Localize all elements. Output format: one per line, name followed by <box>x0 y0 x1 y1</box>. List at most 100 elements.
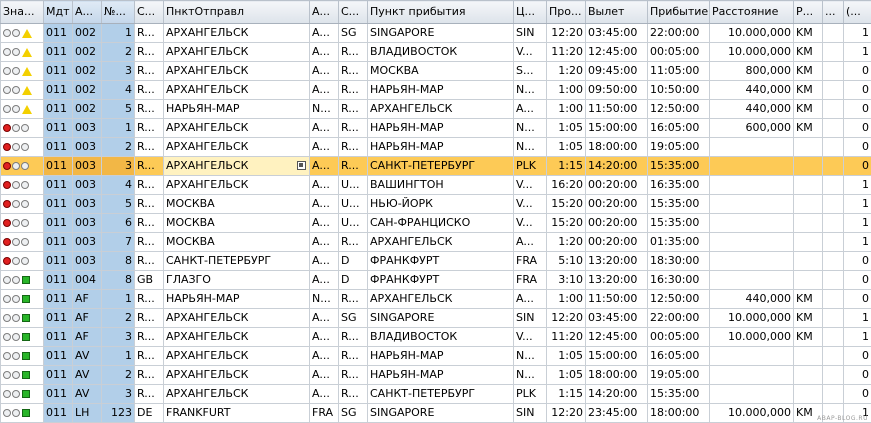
cell-airpfrom[interactable]: A... <box>309 384 339 404</box>
cell-countryto[interactable]: R... <box>338 61 368 81</box>
cell-fltype[interactable] <box>822 327 844 347</box>
table-row[interactable]: 011 003 2 R... АРХАНГЕЛЬСК A... R... НАРЬЯН-МАР… <box>0 137 871 157</box>
cell-fltime[interactable]: 12:20 <box>546 23 586 43</box>
cell-mandt[interactable]: 011 <box>43 270 73 290</box>
cell-arrtime[interactable]: 15:35:00 <box>647 213 710 233</box>
cell-fltype[interactable] <box>822 384 844 404</box>
cell-distance[interactable]: 440,000 <box>709 99 794 119</box>
cell-fltime[interactable]: 1:05 <box>546 118 586 138</box>
cell-connid[interactable]: 3 <box>101 384 135 404</box>
table-row[interactable]: 011 003 8 R... САНКТ-ПЕТЕРБУРГ A... D ФРАНКФУРТ… <box>0 251 871 271</box>
cell-distid[interactable]: KM <box>793 61 823 81</box>
cell-deptime[interactable]: 00:20:00 <box>585 232 648 252</box>
cell-arrtime[interactable]: 15:35:00 <box>647 384 710 404</box>
cell-arrtime[interactable]: 19:05:00 <box>647 365 710 385</box>
cell-connid[interactable]: 5 <box>101 99 135 119</box>
cell-mandt[interactable]: 011 <box>43 327 73 347</box>
table-row[interactable]: 011 003 7 R... МОСКВА A... R... АРХАНГЕЛЬСК A...… <box>0 232 871 252</box>
col-header-fltype[interactable]: ... <box>822 0 844 24</box>
cell-airpfrom[interactable]: A... <box>309 346 339 366</box>
cell-cityto[interactable]: ВЛАДИВОСТОК <box>367 42 514 62</box>
cell-distid[interactable] <box>793 213 823 233</box>
table-row[interactable]: 011 002 4 R... АРХАНГЕЛЬСК A... R... НАРЬЯН-МАР… <box>0 80 871 100</box>
cell-countryfr[interactable]: R... <box>134 346 164 366</box>
cell-fltime[interactable]: 1:05 <box>546 137 586 157</box>
cell-cityto[interactable]: SINGAPORE <box>367 308 514 328</box>
cell-deptime[interactable]: 11:50:00 <box>585 289 648 309</box>
cell-cityfrom[interactable]: МОСКВА <box>163 194 310 214</box>
cell-mandt[interactable]: 011 <box>43 308 73 328</box>
cell-cityfrom[interactable]: АРХАНГЕЛЬСК <box>163 156 310 176</box>
cell-airpto[interactable]: SIN <box>513 23 547 43</box>
cell-countryfr[interactable]: R... <box>134 251 164 271</box>
cell-distid[interactable]: KM <box>793 118 823 138</box>
cell-mandt[interactable]: 011 <box>43 289 73 309</box>
cell-airpto[interactable]: V... <box>513 42 547 62</box>
cell-deptime[interactable]: 15:00:00 <box>585 346 648 366</box>
cell-connid[interactable]: 4 <box>101 175 135 195</box>
cell-mandt[interactable]: 011 <box>43 118 73 138</box>
cell-arrtime[interactable]: 10:50:00 <box>647 80 710 100</box>
cell-cityto[interactable]: НАРЬЯН-МАР <box>367 346 514 366</box>
cell-countryfr[interactable]: R... <box>134 118 164 138</box>
cell-fltype[interactable] <box>822 80 844 100</box>
cell-period[interactable]: 1 <box>843 232 871 252</box>
cell-fltype[interactable] <box>822 118 844 138</box>
cell-fltime[interactable]: 12:20 <box>546 308 586 328</box>
cell-arrtime[interactable]: 16:30:00 <box>647 270 710 290</box>
cell-airpfrom[interactable]: A... <box>309 232 339 252</box>
cell-countryfr[interactable]: R... <box>134 137 164 157</box>
cell-carrid[interactable]: AV <box>72 365 102 385</box>
cell-mandt[interactable]: 011 <box>43 80 73 100</box>
cell-distance[interactable] <box>709 156 794 176</box>
cell-countryto[interactable]: SG <box>338 403 368 423</box>
cell-cityfrom[interactable]: АРХАНГЕЛЬСК <box>163 137 310 157</box>
cell-cityto[interactable]: SINGAPORE <box>367 23 514 43</box>
cell-mandt[interactable]: 011 <box>43 194 73 214</box>
cell-distance[interactable]: 440,000 <box>709 289 794 309</box>
cell-cityfrom[interactable]: АРХАНГЕЛЬСК <box>163 327 310 347</box>
cell-arrtime[interactable]: 19:05:00 <box>647 137 710 157</box>
cell-cityto[interactable]: SINGAPORE <box>367 403 514 423</box>
cell-distance[interactable] <box>709 346 794 366</box>
cell-airpto[interactable]: PLK <box>513 384 547 404</box>
cell-fltime[interactable]: 1:20 <box>546 61 586 81</box>
cell-cityto[interactable]: НАРЬЯН-МАР <box>367 118 514 138</box>
cell-airpfrom[interactable]: FRA <box>309 403 339 423</box>
cell-cityfrom[interactable]: АРХАНГЕЛЬСК <box>163 346 310 366</box>
cell-arrtime[interactable]: 22:00:00 <box>647 308 710 328</box>
cell-deptime[interactable]: 15:00:00 <box>585 118 648 138</box>
cell-mandt[interactable]: 011 <box>43 175 73 195</box>
cell-airpto[interactable]: N... <box>513 365 547 385</box>
cell-period[interactable]: 0 <box>843 384 871 404</box>
cell-fltime[interactable]: 11:20 <box>546 42 586 62</box>
cell-arrtime[interactable]: 18:30:00 <box>647 251 710 271</box>
cell-connid[interactable]: 3 <box>101 327 135 347</box>
cell-airpto[interactable]: V... <box>513 194 547 214</box>
cell-cityto[interactable]: НАРЬЯН-МАР <box>367 365 514 385</box>
table-row[interactable]: 011 003 1 R... АРХАНГЕЛЬСК A... R... НАРЬЯН-МАР… <box>0 118 871 138</box>
cell-countryfr[interactable]: R... <box>134 175 164 195</box>
cell-countryto[interactable]: U... <box>338 175 368 195</box>
cell-airpto[interactable]: SIN <box>513 403 547 423</box>
table-row[interactable]: 011 002 1 R... АРХАНГЕЛЬСК A... SG SINGAPORE SIN… <box>0 23 871 43</box>
cell-countryto[interactable]: U... <box>338 194 368 214</box>
cell-countryto[interactable]: SG <box>338 308 368 328</box>
cell-arrtime[interactable]: 16:05:00 <box>647 346 710 366</box>
cell-distid[interactable] <box>793 232 823 252</box>
cell-mandt[interactable]: 011 <box>43 213 73 233</box>
cell-deptime[interactable]: 09:50:00 <box>585 80 648 100</box>
cell-airpto[interactable]: N... <box>513 80 547 100</box>
cell-countryfr[interactable]: R... <box>134 289 164 309</box>
cell-airpfrom[interactable]: A... <box>309 308 339 328</box>
table-row[interactable]: 011 AV 2 R... АРХАНГЕЛЬСК A... R... НАРЬЯН-МАР N… <box>0 365 871 385</box>
cell-arrtime[interactable]: 18:00:00 <box>647 403 710 423</box>
cell-connid[interactable]: 1 <box>101 346 135 366</box>
col-header-period[interactable]: (... <box>843 0 871 24</box>
cell-period[interactable]: 1 <box>843 23 871 43</box>
cell-connid[interactable]: 5 <box>101 194 135 214</box>
cell-countryfr[interactable]: R... <box>134 80 164 100</box>
cell-airpto[interactable]: FRA <box>513 251 547 271</box>
cell-countryfr[interactable]: R... <box>134 327 164 347</box>
cell-carrid[interactable]: 002 <box>72 42 102 62</box>
